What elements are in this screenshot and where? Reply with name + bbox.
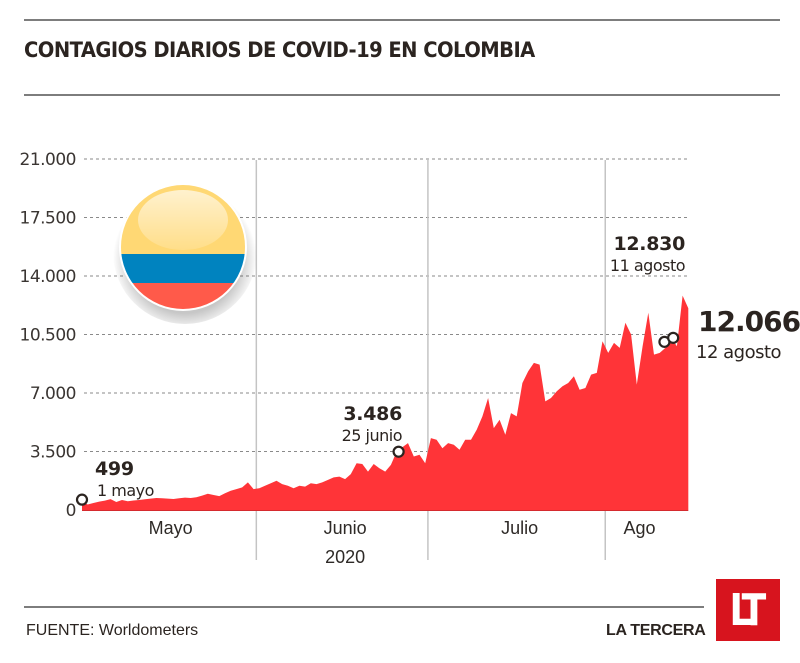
annotation-value: 12.830 (613, 233, 685, 255)
chart-title: CONTAGIOS DIARIOS DE COVID-19 EN COLOMBI… (24, 38, 535, 62)
year-label: 2020 (325, 547, 365, 567)
annotation-value: 12.066 (698, 305, 800, 338)
x-axis: Mayo Junio Julio Ago 2020 (149, 518, 656, 567)
annotation-value: 499 (95, 458, 134, 480)
annotation-date: 25 junio (342, 426, 402, 445)
data-point-marker (392, 445, 405, 458)
logo-text: LT (729, 584, 766, 636)
annotation-value: 3.486 (343, 403, 402, 425)
footer-rule (24, 606, 704, 608)
area-fill (82, 295, 689, 510)
y-tick-label: 14.000 (20, 267, 76, 287)
annotation-date: 11 agosto (610, 256, 685, 275)
colombia-flag-icon (113, 180, 257, 324)
title-rule (24, 94, 780, 96)
chart: 0 3.500 7.000 10.500 14.000 17.500 21.000 Mayo… (20, 150, 800, 567)
annotation-date: 12 agosto (696, 342, 782, 363)
gridlines (84, 158, 688, 452)
y-tick-label: 0 (66, 501, 76, 521)
x-tick-label: Julio (501, 518, 538, 538)
x-tick-label: Ago (624, 518, 656, 538)
y-tick-label: 3.500 (30, 443, 76, 463)
x-tick-label: Mayo (149, 518, 193, 538)
data-point-marker (667, 331, 680, 344)
data-point-marker (75, 493, 89, 506)
flag-gloss (138, 190, 228, 250)
flag-blue-band (121, 254, 245, 283)
y-tick-label: 7.000 (30, 384, 76, 404)
y-tick-label: 17.500 (20, 209, 76, 229)
x-tick-label: Junio (324, 518, 367, 538)
y-tick-label: 10.500 (20, 326, 76, 346)
top-rule (24, 19, 780, 21)
source-label: FUENTE: Worldometers (26, 622, 199, 639)
la-tercera-logo: LT (716, 579, 780, 641)
y-axis: 0 3.500 7.000 10.500 14.000 17.500 21.000 (20, 150, 77, 521)
y-tick-label: 21.000 (20, 150, 76, 170)
annotation-date: 1 mayo (97, 481, 154, 500)
brand-name: LA TERCERA (606, 622, 706, 639)
area-series (82, 295, 689, 511)
